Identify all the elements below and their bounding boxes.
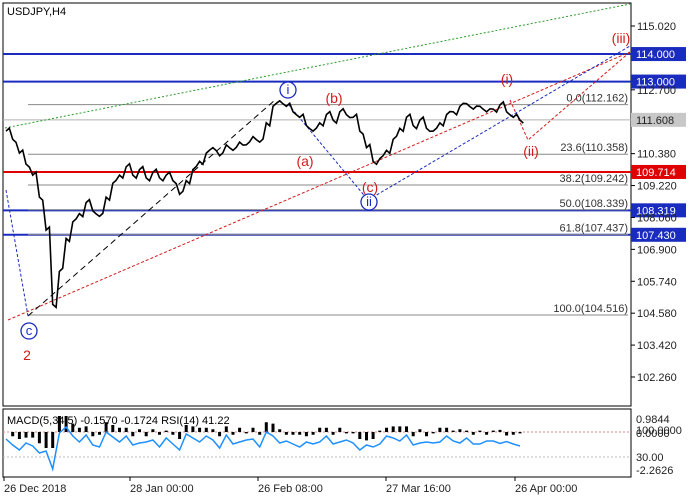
price-level-label-4: 107.430 — [636, 230, 676, 242]
wave-label-2: c — [26, 323, 33, 338]
chart-title: USDJPY,H4 — [7, 6, 66, 18]
price-tick-label-4: 108.060 — [637, 212, 677, 224]
price-series — [5, 99, 524, 310]
fibo-label-4: 61.8(107.437) — [560, 223, 629, 235]
price-level-box-0 — [631, 47, 686, 62]
wave-label-0: i — [287, 82, 290, 97]
price-level-label-3: 108.319 — [636, 205, 676, 217]
indicator-tick-4: -2.2626 — [636, 465, 673, 477]
time-tick-label-1: 28 Jan 00:00 — [130, 483, 194, 495]
price-level-box-1 — [631, 74, 686, 89]
macd-histogram — [11, 416, 522, 448]
wave-label-5: (b) — [325, 90, 342, 106]
time-tick-label-4: 26 Apr 00:00 — [515, 483, 577, 495]
wave-label-7: (i) — [501, 71, 513, 87]
time-tick-label-2: 26 Feb 08:00 — [258, 483, 323, 495]
indicator-tick-2: 0.0000 — [636, 428, 670, 440]
wave-circle-1 — [360, 193, 378, 211]
price-tick-label-1: 112.700 — [637, 85, 676, 97]
price-level-label-1: 113.000 — [636, 77, 675, 89]
wave-label-1: ii — [366, 194, 372, 209]
fibo-label-3: 50.0(108.339) — [560, 198, 629, 210]
price-level-label-2: 109.714 — [636, 167, 676, 179]
price-level-box-2 — [631, 164, 686, 179]
price-tick-label-6: 105.740 — [637, 276, 677, 288]
wave-label-9: (iii) — [612, 30, 631, 46]
indicator-tick-0: 0.9844 — [636, 414, 670, 426]
fibo-label-2: 38.2(109.242) — [560, 173, 629, 185]
current-price-label: 111.608 — [636, 115, 674, 127]
trend-lines — [4, 3, 631, 321]
fibo-label-1: 23.6(110.358) — [560, 142, 628, 154]
wave-label-4: (a) — [296, 153, 313, 169]
price-axis: 115.020 112.700 110.380 109.220 108.060 106.9… — [631, 21, 677, 384]
price-line — [5, 99, 524, 310]
price-tick-label-8: 103.420 — [637, 340, 677, 352]
price-tick-label-3: 109.220 — [637, 181, 677, 193]
time-tick-label-0: 26 Dec 2018 — [4, 483, 66, 495]
fibo-label-0: 0.0(112.162) — [566, 93, 628, 105]
indicator-tick-1: 100.0000 — [636, 425, 682, 437]
wave-label-3: 2 — [23, 347, 31, 363]
wave-c-line — [5, 189, 29, 317]
indicator-tick-3: 30.00 — [636, 452, 664, 464]
wave-label-6: (c) — [362, 179, 378, 195]
wave-circle-0 — [279, 81, 297, 99]
rsi-line — [5, 425, 521, 472]
price-tick-label-7: 104.580 — [637, 308, 677, 320]
current-price-box — [631, 112, 686, 127]
fibonacci-levels: 0.0(112.162) 23.6(110.358) 38.2(109.242) 50… — [28, 93, 629, 316]
price-level-label-0: 114.000 — [636, 49, 675, 61]
price-level-box-4 — [631, 227, 686, 242]
lower-channel-line — [7, 51, 631, 321]
price-tick-label-5: 106.900 — [637, 244, 677, 256]
wave-label-8: (ii) — [523, 143, 539, 159]
main-plot-frame — [2, 2, 632, 407]
price-level-box-3 — [631, 203, 686, 218]
wave-ii-line — [287, 45, 631, 201]
price-tick-label-0: 115.020 — [637, 21, 676, 33]
price-tick-label-9: 102.260 — [637, 372, 677, 384]
indicator-label: MACD(5,34,5) -0.1570 -0.1724 RSI(14) 41.… — [7, 415, 230, 427]
time-axis: 26 Dec 2018 28 Jan 00:00 26 Feb 08:00 27 Ma… — [3, 477, 577, 495]
wave-circle-2 — [20, 322, 38, 340]
price-tick-label-2: 110.380 — [637, 149, 676, 161]
fibo-label-5: 100.0(104.516) — [553, 303, 628, 315]
wave-i-line — [27, 99, 276, 317]
time-tick-label-3: 27 Mar 16:00 — [386, 483, 451, 495]
